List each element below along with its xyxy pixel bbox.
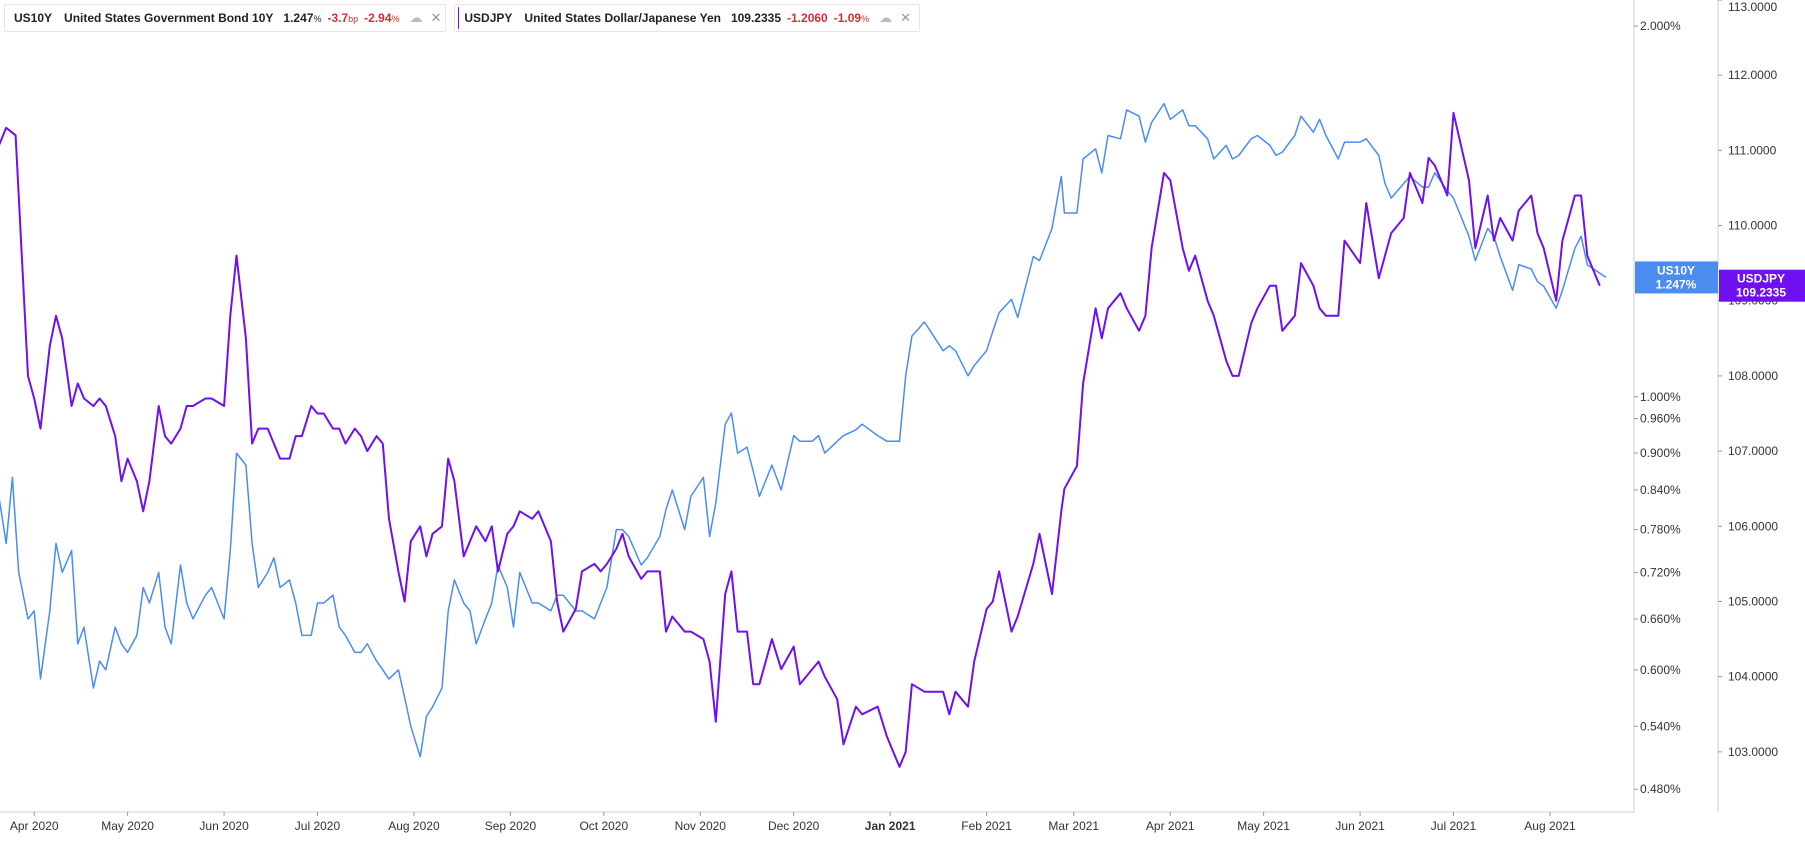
- time-axis-tick-label: Mar 2021: [1048, 819, 1099, 833]
- usdjpy-axis-tick-label: 103.0000: [1728, 745, 1778, 759]
- usdjpy-series-line[interactable]: [0, 111, 1601, 768]
- usdjpy-axis-tick-label: 105.0000: [1728, 594, 1778, 608]
- time-axis-tick-label: Apr 2020: [10, 819, 59, 833]
- us10y-series-line[interactable]: [0, 102, 1607, 758]
- usdjpy-badge-label: USDJPY: [1737, 272, 1785, 286]
- time-axis[interactable]: Apr 2020 May 2020 Jun 2020 Jul 2020 Aug 2020…: [10, 812, 1576, 833]
- us10y-badge-value: 1.247%: [1656, 277, 1697, 291]
- us10y-change: -3.7bp: [327, 11, 359, 25]
- us10y-axis-tick-label: 0.780%: [1640, 523, 1681, 537]
- usdjpy-axis-tick-label: 107.0000: [1728, 444, 1778, 458]
- usdjpy-badge-value: 109.2335: [1736, 286, 1786, 300]
- us10y-change-pct: -2.94%: [364, 11, 400, 25]
- usdjpy-axis-tick-label: 113.0000: [1728, 0, 1777, 14]
- usdjpy-name: United States Dollar/Japanese Yen: [524, 11, 721, 25]
- time-axis-tick-label: Jun 2021: [1335, 819, 1385, 833]
- usdjpy-axis-tick-label: 104.0000: [1728, 670, 1778, 684]
- usdjpy-change-pct: -1.09%: [833, 11, 870, 25]
- time-axis-tick-label: Jul 2020: [295, 819, 341, 833]
- us10y-badge-label: US10Y: [1657, 263, 1695, 277]
- us10y-symbol[interactable]: US10Y: [14, 11, 53, 25]
- last-value-badges: US10Y 1.247% USDJPY 109.2335: [1635, 261, 1805, 302]
- us10y-axis-tick-label: 0.600%: [1640, 663, 1681, 677]
- us10y-last-value-badge: [1635, 261, 1718, 294]
- us10y-axis-tick-label: 0.720%: [1640, 565, 1681, 579]
- usdjpy-axis-tick-label: 112.0000: [1728, 68, 1777, 82]
- us10y-axis-tick-label: 0.840%: [1640, 483, 1681, 497]
- time-axis-tick-label: Jan 2021: [865, 819, 916, 833]
- time-axis-tick-label: Dec 2020: [768, 819, 820, 833]
- us10y-axis-tick-label: 0.540%: [1640, 719, 1681, 733]
- usdjpy-axis-tick-label: 110.0000: [1728, 219, 1777, 233]
- time-axis-tick-label: Nov 2020: [675, 819, 727, 833]
- close-icon[interactable]: ✕: [430, 10, 442, 25]
- time-axis-tick-label: May 2020: [101, 819, 154, 833]
- usdjpy-legend[interactable]: USDJPY United States Dollar/Japanese Yen…: [454, 4, 920, 32]
- time-axis-tick-label: Jun 2020: [199, 819, 249, 833]
- usdjpy-last-value-badge: [1719, 269, 1805, 302]
- series-layer: [0, 102, 1607, 768]
- us10y-axis-tick-label: 0.660%: [1640, 612, 1681, 626]
- usdjpy-change: -1.2060: [787, 11, 828, 25]
- time-axis-tick-label: Aug 2020: [388, 819, 440, 833]
- us10y-axis-tick-label: 2.000%: [1640, 19, 1681, 33]
- us10y-axis[interactable]: 2.000% 1.000% 0.960% 0.900% 0.840% 0.780% 0.72…: [1634, 19, 1681, 796]
- time-axis-tick-label: Sep 2020: [485, 819, 537, 833]
- close-icon[interactable]: ✕: [900, 10, 911, 25]
- time-axis-tick-label: Jul 2021: [1431, 819, 1477, 833]
- usdjpy-symbol[interactable]: USDJPY: [464, 11, 513, 25]
- us10y-value: 1.247%: [283, 11, 322, 25]
- usdjpy-value: 109.2335: [730, 11, 782, 25]
- time-axis-tick-label: Oct 2020: [579, 819, 628, 833]
- time-axis-tick-label: Aug 2021: [1524, 819, 1576, 833]
- us10y-axis-tick-label: 0.900%: [1640, 446, 1681, 460]
- time-axis-tick-label: Apr 2021: [1146, 819, 1195, 833]
- usdjpy-axis[interactable]: 113.0000112.0000111.0000110.0000109.0000…: [1718, 0, 1778, 759]
- time-axis-tick-label: Feb 2021: [961, 819, 1012, 833]
- us10y-axis-tick-label: 0.960%: [1640, 412, 1681, 426]
- time-axis-tick-label: May 2021: [1237, 819, 1290, 833]
- usdjpy-axis-tick-label: 106.0000: [1728, 519, 1778, 533]
- us10y-axis-tick-label: 1.000%: [1640, 390, 1681, 404]
- visibility-toggle-icon[interactable]: ☁: [879, 10, 893, 25]
- us10y-name: United States Government Bond 10Y: [64, 11, 274, 25]
- usdjpy-axis-tick-label: 108.0000: [1728, 369, 1778, 383]
- usdjpy-axis-tick-label: 111.0000: [1728, 143, 1777, 157]
- us10y-legend[interactable]: US10Y United States Government Bond 10Y …: [4, 4, 446, 32]
- us10y-axis-tick-label: 0.480%: [1640, 782, 1681, 796]
- visibility-toggle-icon[interactable]: ☁: [409, 10, 423, 25]
